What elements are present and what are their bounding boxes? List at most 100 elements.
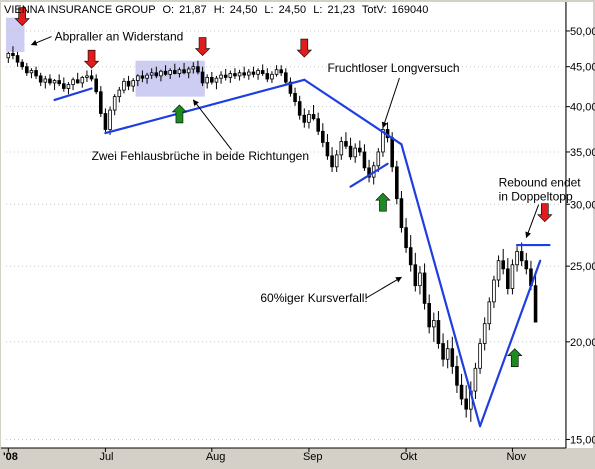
candle-34 <box>163 65 168 76</box>
candle-body <box>274 69 279 75</box>
red-down-arrow-3 <box>296 38 313 58</box>
green-up-arrow-5 <box>171 104 188 124</box>
y-axis: 50,00 45,00 40,00 35,00 30,00 25,00 20,00 15,00 <box>566 26 595 446</box>
candle-body <box>265 73 270 80</box>
candle-body <box>348 145 353 158</box>
candle-89 <box>418 266 422 295</box>
candle-12 <box>62 77 66 92</box>
candle-101 <box>473 362 478 399</box>
candle-body <box>131 80 135 87</box>
candle-44 <box>210 72 214 85</box>
candle-85 <box>399 190 404 233</box>
candle-13 <box>66 82 71 95</box>
candle-86 <box>404 218 408 253</box>
annotation-line: Fruchtloser Longversuch <box>327 61 459 75</box>
candle-body <box>381 129 385 153</box>
candle-72 <box>339 136 344 160</box>
annotations: Abpraller an Widerstand Zwei Fehlausbrüch… <box>30 30 581 305</box>
green-up-arrow-7 <box>507 348 523 367</box>
candle-body <box>270 73 274 80</box>
candle-37 <box>177 67 182 78</box>
annotation-text: Zwei Fehlausbrüche in beide Richtungen <box>92 149 309 163</box>
candle-body <box>48 78 52 84</box>
candle-43 <box>205 74 209 89</box>
candle-11 <box>57 74 61 87</box>
candle-body <box>29 70 34 74</box>
candle-58 <box>274 65 279 77</box>
header-text: VIENNA INSURANCE GROUP O: 21,87 H: 24,50… <box>4 4 428 16</box>
candle-112 <box>524 252 529 275</box>
candle-body <box>200 71 205 84</box>
candle-body <box>94 78 98 93</box>
candle-39 <box>186 66 191 79</box>
candle-body <box>85 75 89 78</box>
candle-body <box>223 74 228 78</box>
candle-31 <box>149 68 154 79</box>
candle-6 <box>34 66 38 79</box>
candle-108 <box>506 258 510 295</box>
candle-36 <box>173 63 177 75</box>
candle-25 <box>122 78 126 94</box>
y-tick-label-4: 30,00 <box>570 199 595 211</box>
candle-body <box>122 80 126 91</box>
candle-110 <box>515 246 519 272</box>
candle-body <box>43 78 48 83</box>
candle-body <box>196 66 200 73</box>
volume-label: TotV: <box>362 4 387 16</box>
close-label: L: <box>313 4 322 16</box>
candle-body <box>112 96 117 111</box>
trendline-0 <box>53 87 93 102</box>
candle-42 <box>200 66 205 87</box>
candle-29 <box>140 70 145 83</box>
trendline-5 <box>478 259 542 428</box>
candle-body <box>441 343 445 360</box>
candle-109 <box>510 259 515 295</box>
candle-40 <box>191 62 196 74</box>
security-name: VIENNA INSURANCE GROUP <box>4 4 155 16</box>
annotation-text: Fruchtloser Longversuch <box>327 61 459 75</box>
trendline-2 <box>303 78 403 146</box>
trendline-4 <box>400 143 482 428</box>
candle-body <box>62 83 66 89</box>
y-tick-label-3: 35,00 <box>570 147 595 159</box>
candle-17 <box>85 70 89 83</box>
candle-107 <box>501 248 505 275</box>
candle-body <box>75 79 80 84</box>
candle-body <box>492 279 496 303</box>
candle-body <box>66 84 71 89</box>
annotation-line: Zwei Fehlausbrüche in beide Richtungen <box>92 149 309 163</box>
annotation-line: in Doppeltopp <box>499 190 573 204</box>
candle-body <box>191 66 196 70</box>
candle-32 <box>154 66 159 79</box>
candle-body <box>311 113 316 120</box>
candle-68 <box>321 123 325 148</box>
candle-body <box>228 73 233 78</box>
candle-body <box>515 251 519 266</box>
candle-body <box>136 75 140 81</box>
candle-body <box>404 227 408 249</box>
candle-body <box>210 77 214 83</box>
signal-arrows <box>14 7 553 367</box>
candle-21 <box>103 108 108 134</box>
candle-51 <box>242 66 246 79</box>
candle-body <box>422 272 427 304</box>
candle-41 <box>196 60 200 75</box>
candle-body <box>330 155 334 168</box>
red-down-arrow-0 <box>14 7 30 26</box>
candle-64 <box>302 108 307 128</box>
x-tick-label-3: Sep <box>303 451 323 463</box>
candle-body <box>154 72 159 77</box>
annotation-pointer <box>192 99 232 151</box>
green-up-arrow-6 <box>375 192 391 212</box>
candle-body <box>89 75 94 80</box>
candle-50 <box>237 69 242 81</box>
candle-body <box>450 348 455 367</box>
candle-body <box>242 72 246 76</box>
candle-body <box>103 113 108 130</box>
candle-body <box>524 260 529 270</box>
candle-body <box>445 348 450 360</box>
candle-body <box>25 66 29 74</box>
candle-73 <box>344 132 348 150</box>
candle-9 <box>48 74 52 86</box>
candle-14 <box>71 77 75 91</box>
